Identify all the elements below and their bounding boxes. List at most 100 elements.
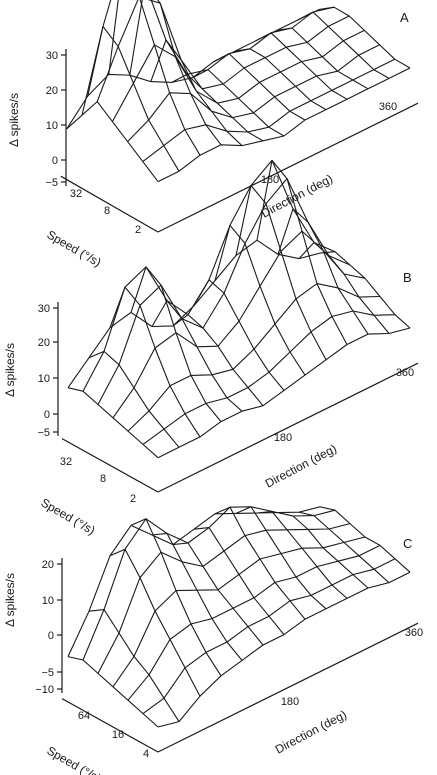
- x-tick-label: 360: [379, 101, 397, 113]
- y-axis-label: Speed (°/s): [44, 743, 103, 775]
- y-tick-label: 4: [143, 748, 149, 760]
- x-axis-label: Direction (deg): [273, 707, 349, 756]
- panel-c: 20 10 0 −5 −10 180 360 64 16 4 Direction (deg) Spee…: [3, 506, 423, 775]
- mesh-line-direction-300: [276, 27, 369, 90]
- mesh-line-speed-2: [142, 558, 396, 715]
- mesh-line-speed-2: [127, 44, 380, 142]
- z-tick-label: −10: [35, 684, 54, 696]
- y-tick-label: 32: [70, 188, 82, 200]
- panel-label: A: [400, 10, 409, 25]
- mesh-line-speed-16: [97, 523, 351, 674]
- mesh-line-direction-180: [192, 69, 285, 137]
- mesh-line-direction-180: [193, 527, 285, 635]
- z-tick-label: 30: [46, 50, 58, 62]
- mesh-line-direction-240: [235, 184, 327, 361]
- mesh-line-speed-2: [127, 283, 381, 432]
- mesh-line-direction-360: [319, 506, 411, 573]
- mesh-line-direction-360: [318, 6, 411, 69]
- mesh-line-direction-0: [67, 656, 159, 728]
- mesh-line-direction-330: [297, 11, 390, 79]
- panel-label: C: [403, 536, 412, 551]
- y-tick-label: 16: [112, 729, 124, 741]
- z-tick-label: 0: [48, 630, 54, 642]
- speed-axis-line: [61, 698, 159, 753]
- mesh-line-direction-270: [255, 32, 348, 100]
- z-tick-label: 20: [42, 559, 54, 571]
- mesh-line-direction-30: [88, 609, 180, 722]
- mesh-line-direction-210: [214, 224, 306, 376]
- mesh-line-speed-0.5: [157, 67, 411, 183]
- speed-axis-line: [60, 175, 159, 233]
- mesh-line-direction-120: [150, 39, 243, 146]
- direction-axis-line: [157, 622, 419, 753]
- mesh-line-speed-64: [67, 506, 321, 657]
- mesh-line-direction-120: [151, 532, 243, 661]
- z-tick-label: −5: [41, 667, 54, 679]
- direction-axis-line: [157, 102, 419, 233]
- mesh-line-direction-90: [129, 0, 222, 146]
- mesh-line-speed-4: [111, 29, 365, 122]
- mesh-line-direction-90: [130, 266, 222, 422]
- z-tick-label: 10: [46, 120, 58, 132]
- mesh-line-direction-240: [235, 506, 327, 610]
- y-tick-label: 2: [130, 493, 136, 505]
- mesh-line-direction-60: [109, 286, 201, 438]
- x-axis-label: Direction (deg): [263, 441, 339, 490]
- x-tick-label: 360: [405, 627, 423, 639]
- direction-axis-line: [157, 362, 419, 493]
- panel-label: B: [403, 270, 412, 285]
- z-tick-label: 20: [38, 337, 50, 349]
- x-tick-label: 360: [396, 367, 414, 379]
- y-axis-label: Speed (°/s): [38, 495, 97, 537]
- mesh-line-direction-180: [193, 279, 285, 391]
- y-tick-label: 64: [78, 710, 90, 722]
- mesh-line-speed-8: [112, 536, 366, 688]
- mesh-line-speed-8: [97, 178, 351, 405]
- mesh-line-direction-360: [319, 251, 411, 329]
- mesh-line-direction-300: [277, 208, 369, 335]
- z-tick-label: 0: [44, 409, 50, 421]
- mesh-line-direction-210: [214, 506, 306, 620]
- mesh-line-direction-30: [87, 25, 180, 172]
- mesh-line-direction-120: [151, 300, 243, 412]
- mesh-line-speed-1: [142, 58, 396, 163]
- x-tick-label: 180: [261, 174, 279, 186]
- z-tick-label: 10: [38, 373, 50, 385]
- mesh-line-direction-330: [298, 511, 390, 584]
- mesh-line-direction-60: [109, 548, 201, 697]
- z-tick-label: 10: [42, 595, 54, 607]
- mesh-line-direction-90: [130, 518, 222, 677]
- mesh-line-speed-4: [127, 544, 381, 701]
- z-tick-label: 0: [52, 155, 58, 167]
- y-tick-label: 2: [135, 224, 141, 236]
- speed-axis-line: [61, 438, 159, 493]
- x-tick-label: 180: [274, 432, 292, 444]
- mesh-line-direction-240: [234, 48, 327, 111]
- z-tick-label: −5: [37, 427, 50, 439]
- z-axis-label: Δ spikes/s: [3, 573, 17, 627]
- z-axis-label: Δ spikes/s: [3, 343, 17, 397]
- mesh-line-direction-330: [298, 241, 390, 334]
- mesh-line-direction-0: [67, 387, 159, 459]
- mesh-line-direction-60: [108, 0, 201, 156]
- z-axis-label: Δ spikes/s: [7, 93, 21, 147]
- mesh-line-direction-150: [172, 314, 264, 407]
- y-tick-label: 8: [100, 473, 106, 485]
- mesh-line-speed-4: [112, 230, 366, 419]
- mesh-line-direction-150: [171, 73, 264, 142]
- mesh-line-direction-210: [213, 53, 306, 121]
- mesh-line-direction-150: [172, 542, 264, 646]
- z-tick-label: 20: [46, 85, 58, 97]
- y-tick-label: 8: [104, 205, 110, 217]
- mesh-line-direction-30: [88, 350, 180, 448]
- y-axis-label: Speed (°/s): [44, 227, 103, 269]
- panel-b: 30 20 10 0 −5 180 360 32 8 2 Direction (deg) Speed …: [3, 159, 419, 538]
- mesh-line-direction-300: [277, 512, 369, 589]
- z-tick-label: −5: [45, 177, 58, 189]
- x-tick-label: 180: [281, 696, 299, 708]
- mesh-line-direction-270: [256, 510, 348, 599]
- y-tick-label: 32: [60, 456, 72, 468]
- z-tick-label: 30: [38, 303, 50, 315]
